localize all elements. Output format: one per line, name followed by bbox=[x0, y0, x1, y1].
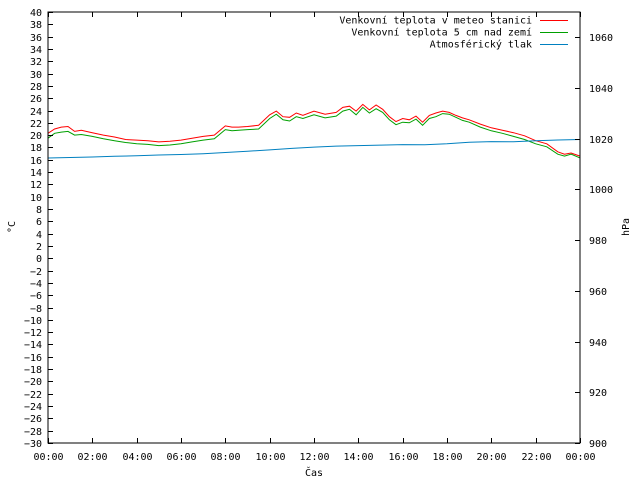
y-left-tick-label: −12 bbox=[24, 328, 42, 339]
y-left-tick-label: 32 bbox=[30, 57, 42, 68]
legend-label: Atmosférický tlak bbox=[430, 39, 532, 51]
y-left-tick-label: −24 bbox=[24, 402, 42, 413]
y-right-tick-label: 920 bbox=[589, 388, 607, 399]
y-axis-left-label: °C bbox=[7, 221, 18, 233]
y-right-tick-label: 940 bbox=[589, 338, 607, 349]
x-tick-label: 18:00 bbox=[432, 452, 462, 463]
y-left-tick-label: 4 bbox=[36, 230, 42, 241]
x-tick-label: 08:00 bbox=[210, 452, 240, 463]
series-line bbox=[47, 106, 581, 159]
y-left-tick-label: −14 bbox=[24, 340, 42, 351]
data-series-group bbox=[47, 103, 581, 159]
y-left-tick-label: −16 bbox=[24, 353, 42, 364]
y-left-tick-label: 36 bbox=[30, 33, 42, 44]
y-left-tick-label: −18 bbox=[24, 365, 42, 376]
y-left-tick-label: 26 bbox=[30, 94, 42, 105]
x-tick-label: 12:00 bbox=[299, 452, 329, 463]
y-left-tick-label: −10 bbox=[24, 316, 42, 327]
y-right-tick-label: 1040 bbox=[589, 84, 613, 95]
series-line bbox=[47, 103, 581, 157]
y-left-tick-label: 38 bbox=[30, 20, 42, 31]
legend: Venkovní teplota v meteo staniciVenkovní… bbox=[339, 15, 568, 51]
y-left-tick-label: −26 bbox=[24, 414, 42, 425]
legend-label: Venkovní teplota 5 cm nad zemí bbox=[351, 27, 532, 39]
plot-border bbox=[47, 11, 581, 444]
y-left-tick-label: 28 bbox=[30, 82, 42, 93]
y-right-tick-label: 1060 bbox=[589, 33, 613, 44]
y-left-tick-label: 30 bbox=[30, 70, 42, 81]
y-left-tick-label: 6 bbox=[36, 217, 42, 228]
x-tick-label: 14:00 bbox=[343, 452, 373, 463]
y-left-tick-label: 18 bbox=[30, 143, 42, 154]
x-tick-label: 00:00 bbox=[33, 452, 63, 463]
legend-label: Venkovní teplota v meteo stanici bbox=[339, 15, 532, 27]
y-left-tick-label: −30 bbox=[24, 439, 42, 450]
y-left-tick-label: 8 bbox=[36, 205, 42, 216]
x-tick-label: 22:00 bbox=[521, 452, 551, 463]
y-left-tick-label: 22 bbox=[30, 119, 42, 130]
y-right-tick-label: 1000 bbox=[589, 185, 613, 196]
series-line bbox=[47, 139, 581, 159]
y-left-tick-label: −2 bbox=[30, 267, 42, 278]
y-left-tick-label: 40 bbox=[30, 8, 42, 19]
y-left-tick-label: 14 bbox=[30, 168, 42, 179]
y-right-tick-label: 1020 bbox=[589, 135, 613, 146]
y-left-tick-label: −22 bbox=[24, 390, 42, 401]
y-right-tick-label: 900 bbox=[589, 439, 607, 450]
y-left-tick-label: −6 bbox=[30, 291, 42, 302]
x-tick-label: 00:00 bbox=[565, 452, 595, 463]
y-left-tick-label: −20 bbox=[24, 377, 42, 388]
y-axis-right-label: hPa bbox=[621, 218, 632, 236]
x-tick-label: 04:00 bbox=[122, 452, 152, 463]
x-axis-label: Čas bbox=[305, 466, 323, 479]
x-tick-label: 16:00 bbox=[388, 452, 418, 463]
y-left-tick-label: −4 bbox=[30, 279, 42, 290]
axes-group: −30−28−26−24−22−20−18−16−14−12−10−8−6−4−… bbox=[24, 8, 613, 463]
y-left-tick-label: 0 bbox=[36, 254, 42, 265]
y-right-tick-label: 960 bbox=[589, 287, 607, 298]
x-tick-label: 10:00 bbox=[255, 452, 285, 463]
x-tick-label: 06:00 bbox=[166, 452, 196, 463]
y-left-tick-label: −8 bbox=[30, 304, 42, 315]
y-left-tick-label: 34 bbox=[30, 45, 42, 56]
x-tick-label: 02:00 bbox=[77, 452, 107, 463]
y-right-tick-label: 980 bbox=[589, 236, 607, 247]
y-left-tick-label: 10 bbox=[30, 193, 42, 204]
y-left-tick-label: 16 bbox=[30, 156, 42, 167]
y-left-tick-label: 12 bbox=[30, 180, 42, 191]
y-left-tick-label: 20 bbox=[30, 131, 42, 142]
x-tick-label: 20:00 bbox=[476, 452, 506, 463]
y-left-tick-label: 2 bbox=[36, 242, 42, 253]
y-left-tick-label: 24 bbox=[30, 107, 42, 118]
y-left-tick-label: −28 bbox=[24, 427, 42, 438]
